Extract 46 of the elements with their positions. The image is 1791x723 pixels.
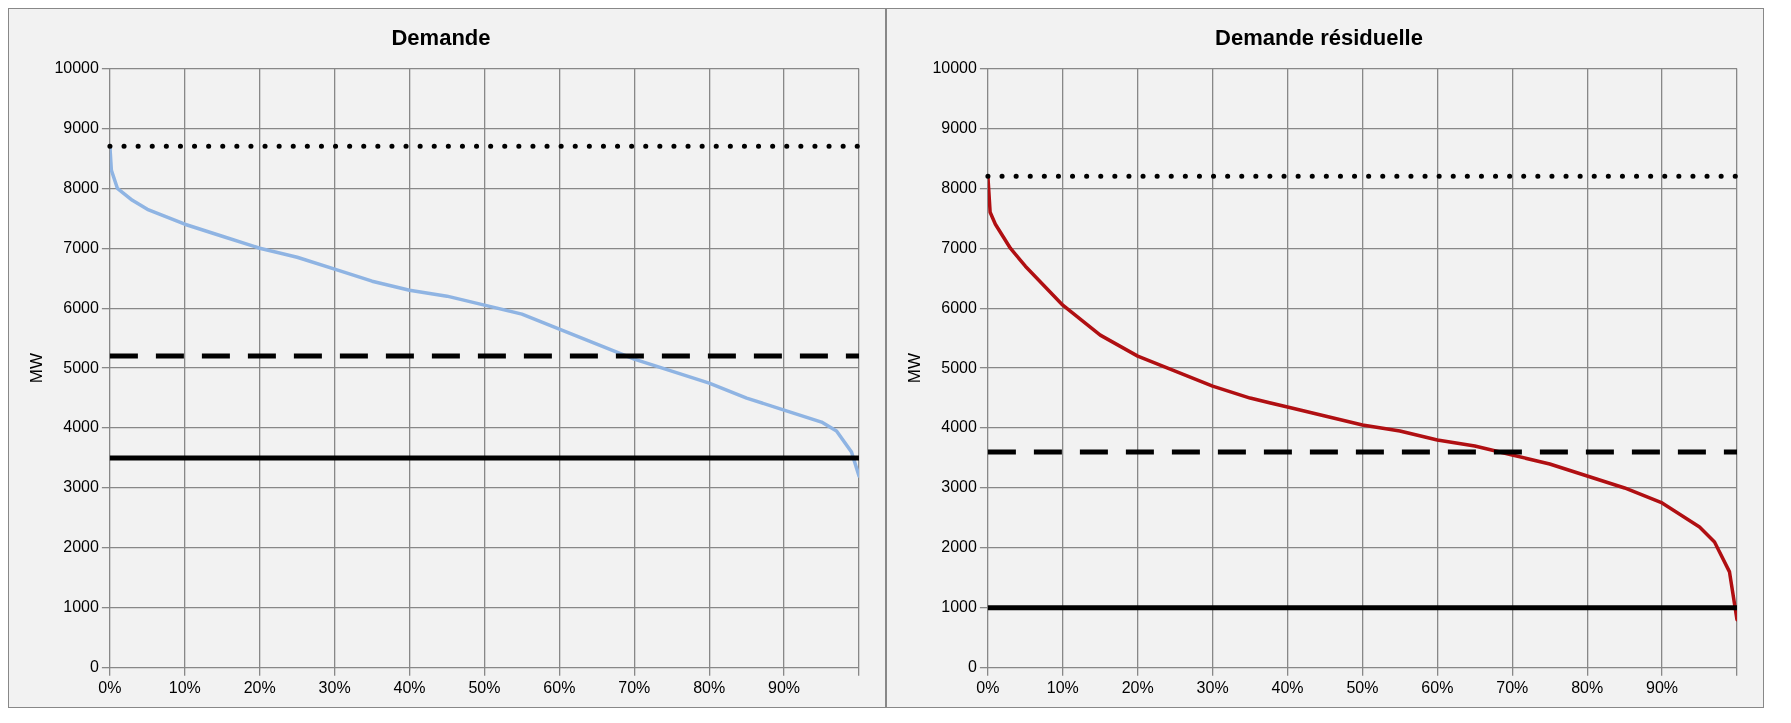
x-tick-label: 10% [1046, 678, 1079, 696]
x-tick-label: 30% [318, 678, 351, 696]
y-tick-label: 0 [967, 658, 977, 676]
x-tick-label: 10% [168, 678, 201, 696]
x-tick-label: 40% [1271, 678, 1304, 696]
y-tick-label: 3000 [63, 478, 99, 496]
y-tick-label: 2000 [941, 538, 977, 556]
y-tick-label: 5000 [941, 358, 977, 376]
x-tick-label: 40% [393, 678, 426, 696]
x-tick-label: 90% [1646, 678, 1679, 696]
x-tick-label: 50% [468, 678, 501, 696]
y-axis-title: MW [26, 352, 46, 384]
y-tick-label: 1000 [63, 598, 99, 616]
y-tick-label: 1000 [941, 598, 977, 616]
y-tick-label: 7000 [941, 238, 977, 256]
y-tick-label: 6000 [63, 298, 99, 316]
y-tick-label: 2000 [63, 538, 99, 556]
x-tick-label: 80% [1571, 678, 1604, 696]
y-tick-label: 3000 [941, 478, 977, 496]
x-tick-label: 80% [693, 678, 726, 696]
x-tick-label: 30% [1196, 678, 1229, 696]
x-tick-label: 70% [1496, 678, 1529, 696]
y-tick-label: 5000 [63, 358, 99, 376]
x-tick-label: 0% [976, 678, 1000, 696]
x-tick-label: 20% [243, 678, 276, 696]
x-tick-label: 0% [98, 678, 122, 696]
y-tick-label: 10000 [932, 58, 977, 76]
chart-title: Demande [391, 25, 491, 51]
y-tick-label: 8000 [941, 178, 977, 196]
y-tick-label: 0 [89, 658, 99, 676]
y-tick-label: 8000 [63, 178, 99, 196]
chart-title: Demande résiduelle [1215, 25, 1423, 51]
x-tick-label: 90% [768, 678, 801, 696]
y-tick-label: 10000 [54, 58, 99, 76]
y-tick-label: 9000 [941, 118, 977, 136]
y-tick-label: 9000 [63, 118, 99, 136]
x-tick-label: 20% [1121, 678, 1154, 696]
x-tick-label: 70% [618, 678, 651, 696]
y-tick-label: 4000 [941, 418, 977, 436]
x-tick-label: 50% [1346, 678, 1379, 696]
x-tick-label: 60% [1421, 678, 1454, 696]
y-tick-label: 6000 [941, 298, 977, 316]
y-tick-label: 4000 [63, 418, 99, 436]
y-tick-label: 7000 [63, 238, 99, 256]
y-axis-title: MW [904, 352, 924, 384]
x-tick-label: 60% [543, 678, 576, 696]
